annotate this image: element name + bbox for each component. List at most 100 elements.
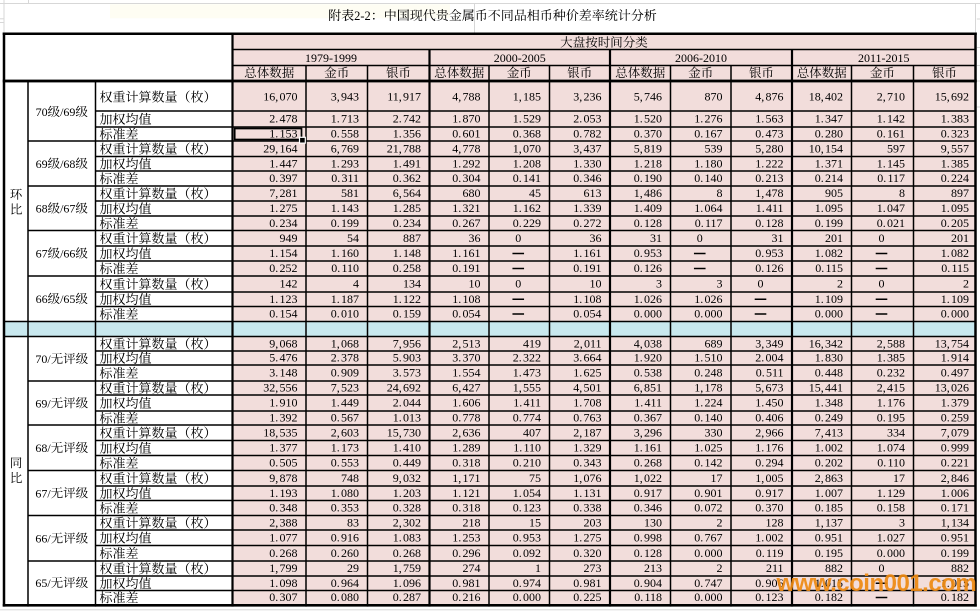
svg-text:1.109: 1.109 [941,292,969,306]
svg-text:0.328: 0.328 [393,501,421,515]
svg-text:67/: 67/ [35,486,51,500]
svg-text:1.108: 1.108 [573,292,601,306]
svg-text:9,557: 9,557 [941,141,969,155]
svg-text:2.053: 2.053 [573,112,601,126]
svg-text:0.252: 0.252 [269,261,297,275]
svg-text:0: 0 [515,231,521,245]
svg-text:0.774: 0.774 [513,411,541,425]
svg-text:3,349: 3,349 [755,336,783,350]
svg-text:1.392: 1.392 [269,411,297,425]
svg-text:0.161: 0.161 [877,127,905,141]
svg-text:1.708: 1.708 [573,396,601,410]
svg-text:5.476: 5.476 [269,351,297,365]
svg-text:0.142: 0.142 [694,456,722,470]
svg-text:2006-2010: 2006-2010 [675,51,727,65]
svg-text:2: 2 [717,515,723,529]
svg-text:680: 680 [463,186,481,200]
svg-text:0.080: 0.080 [331,590,359,604]
svg-text:1.082: 1.082 [815,246,843,260]
svg-text:0.538: 0.538 [634,366,662,380]
svg-text:1.064: 1.064 [694,201,722,215]
svg-text:16,342: 16,342 [809,336,843,350]
svg-text:0.338: 0.338 [573,501,601,515]
svg-text:1979-1999: 1979-1999 [305,51,357,65]
svg-text:0.234: 0.234 [393,216,421,230]
svg-text:0.917: 0.917 [634,486,662,500]
svg-text:0.110: 0.110 [331,261,359,275]
svg-text:0.199: 0.199 [331,216,359,230]
svg-text:0.511: 0.511 [756,366,784,380]
svg-text:0.904: 0.904 [634,576,662,590]
svg-text:7,413: 7,413 [815,425,843,439]
svg-text:1.289: 1.289 [452,441,480,455]
svg-text:1.920: 1.920 [634,351,662,365]
svg-text:0.318: 0.318 [452,456,480,470]
svg-text:201: 201 [825,231,843,245]
svg-text:4,876: 4,876 [755,89,783,103]
svg-text:407: 407 [523,425,541,439]
svg-text:1.015: 1.015 [815,576,843,590]
svg-text:5,746: 5,746 [634,89,662,103]
svg-text:2,863: 2,863 [815,471,843,485]
svg-text:897: 897 [951,186,969,200]
svg-text:1.870: 1.870 [452,112,480,126]
svg-text:1.077: 1.077 [269,530,297,544]
svg-text:/65: /65 [60,292,75,306]
svg-text:0.999: 0.999 [941,441,969,455]
svg-text:10: 10 [590,277,602,291]
svg-text:1.383: 1.383 [941,112,969,126]
svg-text:3,437: 3,437 [573,141,601,155]
svg-text:6,769: 6,769 [331,141,359,155]
svg-text:1.122: 1.122 [393,292,421,306]
svg-text:1.208: 1.208 [513,156,541,170]
svg-text:2,302: 2,302 [393,515,421,529]
svg-text:0.123: 0.123 [513,501,541,515]
svg-text:2,603: 2,603 [331,425,359,439]
svg-text:2.378: 2.378 [331,351,359,365]
svg-text:2,636: 2,636 [452,425,480,439]
svg-text:0.998: 0.998 [634,530,662,544]
svg-text:0.953: 0.953 [634,246,662,260]
svg-text:1.409: 1.409 [634,201,662,215]
svg-text:1.176: 1.176 [755,441,783,455]
svg-text:3: 3 [717,277,723,291]
svg-text:0.213: 0.213 [755,171,783,185]
svg-text:130: 130 [644,515,662,529]
svg-text:4: 4 [353,277,359,291]
svg-text:1.129: 1.129 [877,486,905,500]
svg-text:539: 539 [705,141,723,155]
svg-text:1.276: 1.276 [694,112,722,126]
svg-text:1.006: 1.006 [941,486,969,500]
svg-text:1.377: 1.377 [269,441,297,455]
svg-text:17: 17 [893,471,905,485]
svg-text:1.096: 1.096 [393,576,421,590]
svg-text:1.253: 1.253 [452,530,480,544]
svg-text:0.205: 0.205 [941,216,969,230]
svg-text:0.221: 0.221 [941,456,969,470]
svg-text:0.258: 0.258 [393,261,421,275]
svg-text:2: 2 [717,561,723,575]
svg-text:3.573: 3.573 [393,366,421,380]
svg-text:1.348: 1.348 [815,396,843,410]
svg-text:9,878: 9,878 [269,471,297,485]
svg-text:8: 8 [899,186,905,200]
svg-text:0.000: 0.000 [513,590,541,604]
svg-text:0.224: 0.224 [941,171,969,185]
svg-text:1.830: 1.830 [815,351,843,365]
svg-text:0.225: 0.225 [573,590,601,604]
svg-text:1,022: 1,022 [634,471,662,485]
svg-text:689: 689 [705,336,723,350]
svg-text:1.285: 1.285 [393,201,421,215]
svg-text:1.203: 1.203 [393,486,421,500]
svg-text:0.000: 0.000 [694,590,722,604]
svg-text:0.202: 0.202 [815,456,843,470]
svg-text:0.118: 0.118 [634,590,662,604]
svg-text:1.154: 1.154 [269,246,297,260]
svg-text:1,137: 1,137 [815,515,843,529]
svg-text:4,038: 4,038 [634,336,662,350]
svg-text:1.563: 1.563 [755,112,783,126]
svg-text:66/: 66/ [35,532,51,546]
svg-text:0: 0 [879,231,885,245]
svg-text:1.095: 1.095 [941,201,969,215]
svg-text:1,070: 1,070 [513,141,541,155]
